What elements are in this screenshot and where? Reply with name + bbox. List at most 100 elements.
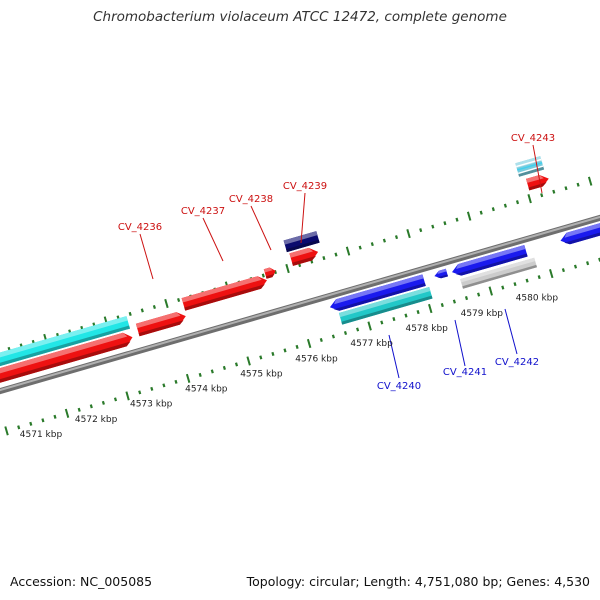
feature-body bbox=[135, 312, 186, 337]
accession-text: Accession: NC_005085 bbox=[10, 574, 153, 589]
gene-callout-cv_4240[interactable]: CV_4240 bbox=[377, 334, 421, 392]
tick-mark bbox=[491, 207, 495, 212]
reverse-tick-row bbox=[4, 257, 600, 436]
tick-mark bbox=[345, 246, 351, 256]
feature-highlight bbox=[334, 274, 424, 305]
genome-backbone bbox=[0, 214, 600, 395]
feature-shade bbox=[437, 274, 448, 279]
genome-summary-text: Topology: circular; Length: 4,751,080 bp… bbox=[246, 574, 590, 589]
feature-cds-forward[interactable] bbox=[181, 276, 267, 311]
feature-stripe bbox=[518, 165, 544, 175]
tick-mark bbox=[306, 338, 312, 349]
scale-label: 4579 kbp bbox=[461, 309, 504, 319]
tick-mark bbox=[576, 182, 580, 187]
feature-cds-reverse[interactable] bbox=[560, 215, 600, 245]
gene-callout-cv_4241[interactable]: CV_4241 bbox=[443, 319, 487, 378]
tick-mark bbox=[113, 397, 118, 402]
feature-rna-reverse[interactable] bbox=[338, 287, 433, 325]
feature-highlight bbox=[564, 223, 600, 238]
feature-cds-reverse[interactable] bbox=[329, 274, 426, 311]
gene-callout-cv_4238[interactable]: CV_4238 bbox=[229, 194, 273, 251]
tick-mark bbox=[285, 263, 290, 274]
tick-mark bbox=[537, 275, 541, 280]
feature-shade bbox=[0, 341, 131, 383]
feature-stripe bbox=[516, 158, 542, 168]
feature-pseudo-reverse[interactable] bbox=[460, 257, 537, 289]
tick-mark bbox=[382, 238, 386, 243]
features-layer bbox=[0, 156, 600, 391]
tick-mark bbox=[261, 273, 265, 278]
gene-callout-cv_4243[interactable]: CV_4243 bbox=[511, 133, 555, 194]
feature-shade bbox=[265, 273, 275, 279]
gene-callout-cv_4237[interactable]: CV_4237 bbox=[181, 206, 225, 262]
tick-mark bbox=[125, 391, 130, 401]
tick-mark bbox=[431, 224, 435, 229]
forward-tick-row bbox=[7, 176, 593, 351]
feature-highlight bbox=[181, 276, 262, 303]
tick-mark bbox=[150, 386, 154, 391]
tick-mark bbox=[259, 355, 263, 360]
tick-mark bbox=[416, 309, 420, 315]
feature-shade bbox=[292, 255, 316, 266]
scale-label: 4576 kbp bbox=[295, 354, 338, 364]
feature-shade bbox=[564, 232, 600, 245]
callout-line bbox=[532, 144, 543, 194]
tick-mark bbox=[513, 282, 517, 287]
feature-cds-forward[interactable] bbox=[135, 312, 186, 337]
scale-label: 4572 kbp bbox=[75, 415, 118, 425]
scale-label: 4580 kbp bbox=[516, 294, 559, 304]
tick-mark bbox=[246, 356, 251, 366]
feature-shade bbox=[286, 239, 320, 253]
feature-cds-forward[interactable] bbox=[289, 247, 319, 266]
scale-labels: 4571 kbp 4572 kbp 4573 kbp 4574 kbp 4575 kbp… bbox=[20, 294, 559, 440]
tick-mark bbox=[322, 255, 326, 261]
tick-mark bbox=[343, 330, 348, 336]
tick-mark bbox=[164, 298, 169, 309]
tick-mark bbox=[586, 261, 590, 266]
tick-mark bbox=[573, 264, 578, 269]
tick-mark bbox=[41, 418, 45, 423]
feature-rna-forward[interactable] bbox=[0, 316, 130, 376]
feature-cds-forward[interactable] bbox=[0, 332, 133, 391]
feature-cds-forward[interactable] bbox=[526, 175, 549, 191]
gene-label: CV_4236 bbox=[118, 222, 162, 233]
feature-stripe bbox=[517, 162, 543, 171]
tick-mark bbox=[479, 210, 483, 215]
gene-callout-cv_4236[interactable]: CV_4236 bbox=[118, 222, 162, 280]
tick-mark bbox=[319, 337, 323, 343]
feature-highlight bbox=[437, 268, 447, 274]
gene-callout-cv_4242[interactable]: CV_4242 bbox=[495, 308, 539, 368]
tick-mark bbox=[4, 426, 9, 436]
tick-mark bbox=[380, 320, 384, 325]
tick-mark bbox=[89, 404, 93, 409]
gene-callout-cv_4239[interactable]: CV_4239 bbox=[283, 181, 327, 244]
backbone-highlight bbox=[0, 215, 600, 392]
feature-highlight bbox=[0, 316, 128, 358]
tick-mark bbox=[140, 308, 144, 313]
feature-highlight bbox=[263, 267, 273, 273]
tick-mark bbox=[501, 285, 505, 290]
tick-mark bbox=[185, 373, 191, 383]
tick-mark bbox=[466, 211, 472, 221]
scale-label: 4571 kbp bbox=[20, 430, 63, 440]
gene-label: CV_4239 bbox=[283, 181, 327, 192]
feature-shade bbox=[184, 284, 265, 311]
tick-mark bbox=[367, 321, 372, 331]
feature-cds-reverse[interactable] bbox=[434, 268, 448, 279]
feature-cds-forward[interactable] bbox=[263, 267, 276, 279]
feature-cds-reverse[interactable] bbox=[452, 245, 528, 276]
tick-mark bbox=[334, 252, 338, 257]
tick-mark bbox=[295, 344, 299, 350]
callouts-layer: CV_4236 CV_4237 CV_4238 CV_4239 CV_4243 CV_42… bbox=[118, 133, 555, 392]
feature-shade bbox=[455, 253, 528, 276]
feature-shade bbox=[138, 320, 184, 337]
tick-mark bbox=[198, 372, 202, 378]
gene-label: CV_4242 bbox=[495, 357, 539, 368]
gene-label: CV_4237 bbox=[181, 206, 225, 217]
feature-highlight bbox=[289, 247, 313, 258]
feature-highlight bbox=[135, 312, 181, 329]
feature-shade bbox=[0, 325, 130, 367]
tick-mark bbox=[440, 302, 444, 308]
feature-highlight bbox=[0, 332, 128, 374]
